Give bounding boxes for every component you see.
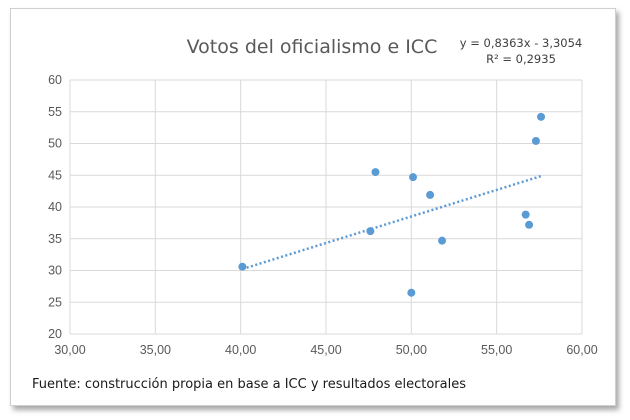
data-point	[371, 168, 380, 177]
y-tick-label: 35	[48, 232, 62, 246]
data-point	[525, 220, 534, 229]
y-tick-label: 55	[48, 105, 62, 119]
trendline-r-squared: R² = 0,2935	[486, 52, 556, 66]
data-point	[531, 136, 540, 145]
y-tick-label: 40	[48, 200, 62, 214]
x-tick-label: 45,00	[310, 343, 341, 357]
y-tick-label: 30	[48, 264, 62, 278]
x-axis-ticks: 30,00 35,00 40,00 45,00 50,00 55,00 60,00	[54, 343, 597, 357]
chart-title: Votos del oficialismo e ICC	[187, 36, 438, 58]
y-tick-label: 25	[48, 295, 62, 309]
y-axis-ticks: 20 25 30 35 40 45 50 55 60	[48, 73, 62, 341]
x-tick-label: 60,00	[566, 343, 597, 357]
y-tick-label: 45	[48, 168, 62, 182]
x-tick-label: 40,00	[225, 343, 256, 357]
y-tick-label: 60	[48, 73, 62, 87]
data-point	[521, 210, 530, 219]
y-tick-label: 50	[48, 137, 62, 151]
data-point	[407, 288, 416, 297]
source-note: Fuente: construcción propia en base a IC…	[32, 377, 466, 392]
x-tick-label: 50,00	[396, 343, 427, 357]
y-tick-label: 20	[48, 327, 62, 341]
data-point	[409, 173, 418, 182]
trendline-equation: y = 0,8363x - 3,3054	[460, 36, 583, 50]
data-point	[238, 262, 247, 271]
x-tick-label: 30,00	[54, 343, 85, 357]
data-points	[238, 112, 546, 297]
data-point	[426, 190, 435, 199]
data-point	[537, 112, 546, 121]
data-point	[438, 236, 447, 245]
x-tick-label: 55,00	[481, 343, 512, 357]
data-point	[366, 227, 375, 236]
grid	[69, 79, 583, 335]
x-tick-label: 35,00	[140, 343, 171, 357]
